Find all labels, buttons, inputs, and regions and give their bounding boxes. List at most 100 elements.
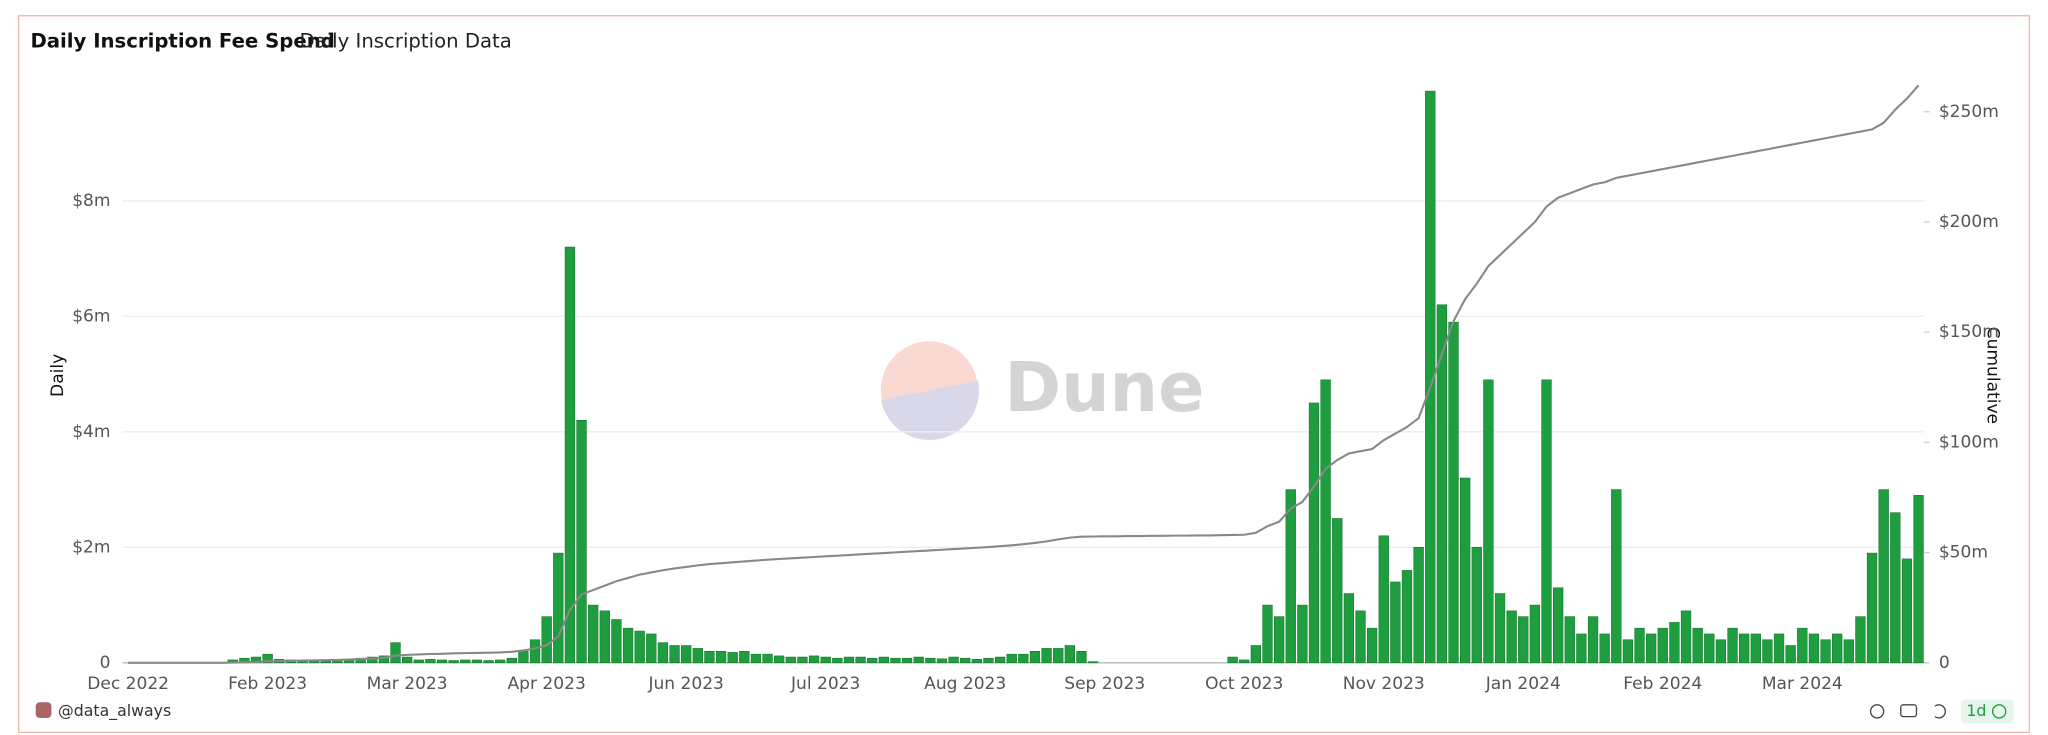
x-tick-label: Sep 2023 xyxy=(1064,674,1145,694)
bar xyxy=(1053,648,1064,664)
bar xyxy=(913,656,924,664)
bar xyxy=(1553,587,1564,664)
bar xyxy=(1704,633,1715,664)
bar xyxy=(1878,489,1889,664)
bar xyxy=(1494,593,1506,664)
bar xyxy=(785,656,796,664)
cumulative-line xyxy=(128,84,1920,664)
bar xyxy=(1390,581,1401,664)
bar xyxy=(1622,639,1634,664)
bar xyxy=(657,642,669,664)
bar xyxy=(855,656,866,664)
interval[interactable]: 1d xyxy=(1966,701,1986,720)
author[interactable]: @data_always xyxy=(58,701,171,721)
bar xyxy=(1320,379,1331,664)
icon[interactable] xyxy=(1869,704,1885,719)
bar xyxy=(832,657,843,664)
watermark-text: Dune xyxy=(1004,349,1204,428)
bar xyxy=(1459,477,1471,664)
bar xyxy=(1866,552,1878,664)
bar xyxy=(1506,610,1517,664)
bar xyxy=(1762,639,1773,664)
bar xyxy=(529,639,541,664)
bar xyxy=(960,657,971,664)
y-tick-label: $8m xyxy=(72,191,110,211)
bar xyxy=(646,633,657,664)
x-tick-label: Mar 2024 xyxy=(1762,674,1843,694)
bar xyxy=(1425,90,1436,664)
bar xyxy=(750,653,762,664)
y-tick-label: $6m xyxy=(72,306,110,326)
bar xyxy=(1239,659,1250,664)
bar xyxy=(599,610,610,664)
bar xyxy=(1890,512,1901,664)
bar xyxy=(1227,656,1238,664)
plot: 0 $2m $4m $6m $8m 0 $50m $100m $150m $200m $250m De… xyxy=(72,84,1999,694)
bar xyxy=(692,648,703,664)
chart-title[interactable]: Daily Inscription Fee Spend xyxy=(30,30,334,53)
bar xyxy=(1611,489,1622,664)
y2-tick-label: $250m xyxy=(1939,102,1999,122)
bar xyxy=(1820,639,1831,664)
bar xyxy=(936,658,948,664)
bar xyxy=(588,604,599,664)
bar xyxy=(1576,633,1587,664)
x-tick-label: Jan 2024 xyxy=(1485,674,1561,694)
bar xyxy=(843,656,855,664)
bar xyxy=(948,656,959,664)
bar xyxy=(541,616,552,664)
bar xyxy=(1378,535,1389,664)
x-tick-label: Oct 2023 xyxy=(1205,674,1283,694)
x-tick-label: Feb 2023 xyxy=(228,674,307,694)
bar xyxy=(436,659,448,664)
bar xyxy=(983,657,994,664)
bar xyxy=(1401,570,1413,664)
bar xyxy=(1029,651,1041,664)
bar xyxy=(1843,639,1854,664)
bar xyxy=(611,619,622,664)
y2-axis-label: Cumulative xyxy=(1983,327,2003,424)
icon[interactable] xyxy=(1900,704,1918,718)
bar xyxy=(378,655,390,664)
bar xyxy=(390,642,401,664)
bar xyxy=(553,552,564,664)
bar xyxy=(1343,593,1355,664)
bar xyxy=(1041,648,1052,664)
logo xyxy=(880,380,980,441)
bar xyxy=(1483,379,1494,664)
y-tick-label: $4m xyxy=(72,422,110,442)
bar xyxy=(1750,633,1761,664)
bar xyxy=(483,660,494,664)
bar xyxy=(518,651,529,664)
x-tick-label: Dec 2022 xyxy=(87,674,169,694)
tab[interactable]: Daily Inscription Data xyxy=(300,30,512,53)
bar xyxy=(901,657,913,664)
bar xyxy=(1587,616,1599,664)
bar xyxy=(1855,616,1866,664)
bar xyxy=(762,653,773,664)
bar xyxy=(1785,645,1796,664)
bar xyxy=(634,630,645,664)
bar xyxy=(1669,622,1680,664)
y2-tick-label: $150m xyxy=(1939,322,1999,342)
bar xyxy=(1599,633,1610,664)
bar xyxy=(1355,610,1366,664)
bar xyxy=(1448,321,1459,664)
bar xyxy=(1436,304,1448,664)
bar xyxy=(727,652,738,664)
bar xyxy=(1308,402,1320,664)
bar xyxy=(460,659,471,664)
bar xyxy=(367,656,378,664)
bar xyxy=(739,651,750,664)
icon[interactable] xyxy=(1934,704,1947,719)
bar xyxy=(1646,633,1657,664)
bar xyxy=(1739,633,1750,664)
x-tick-label: Apr 2023 xyxy=(508,674,586,694)
bar xyxy=(413,659,424,664)
x-tick-label: Feb 2024 xyxy=(1623,674,1702,694)
panel xyxy=(17,15,2031,734)
y-tick-label: 0 xyxy=(100,653,111,673)
bar xyxy=(820,656,831,664)
